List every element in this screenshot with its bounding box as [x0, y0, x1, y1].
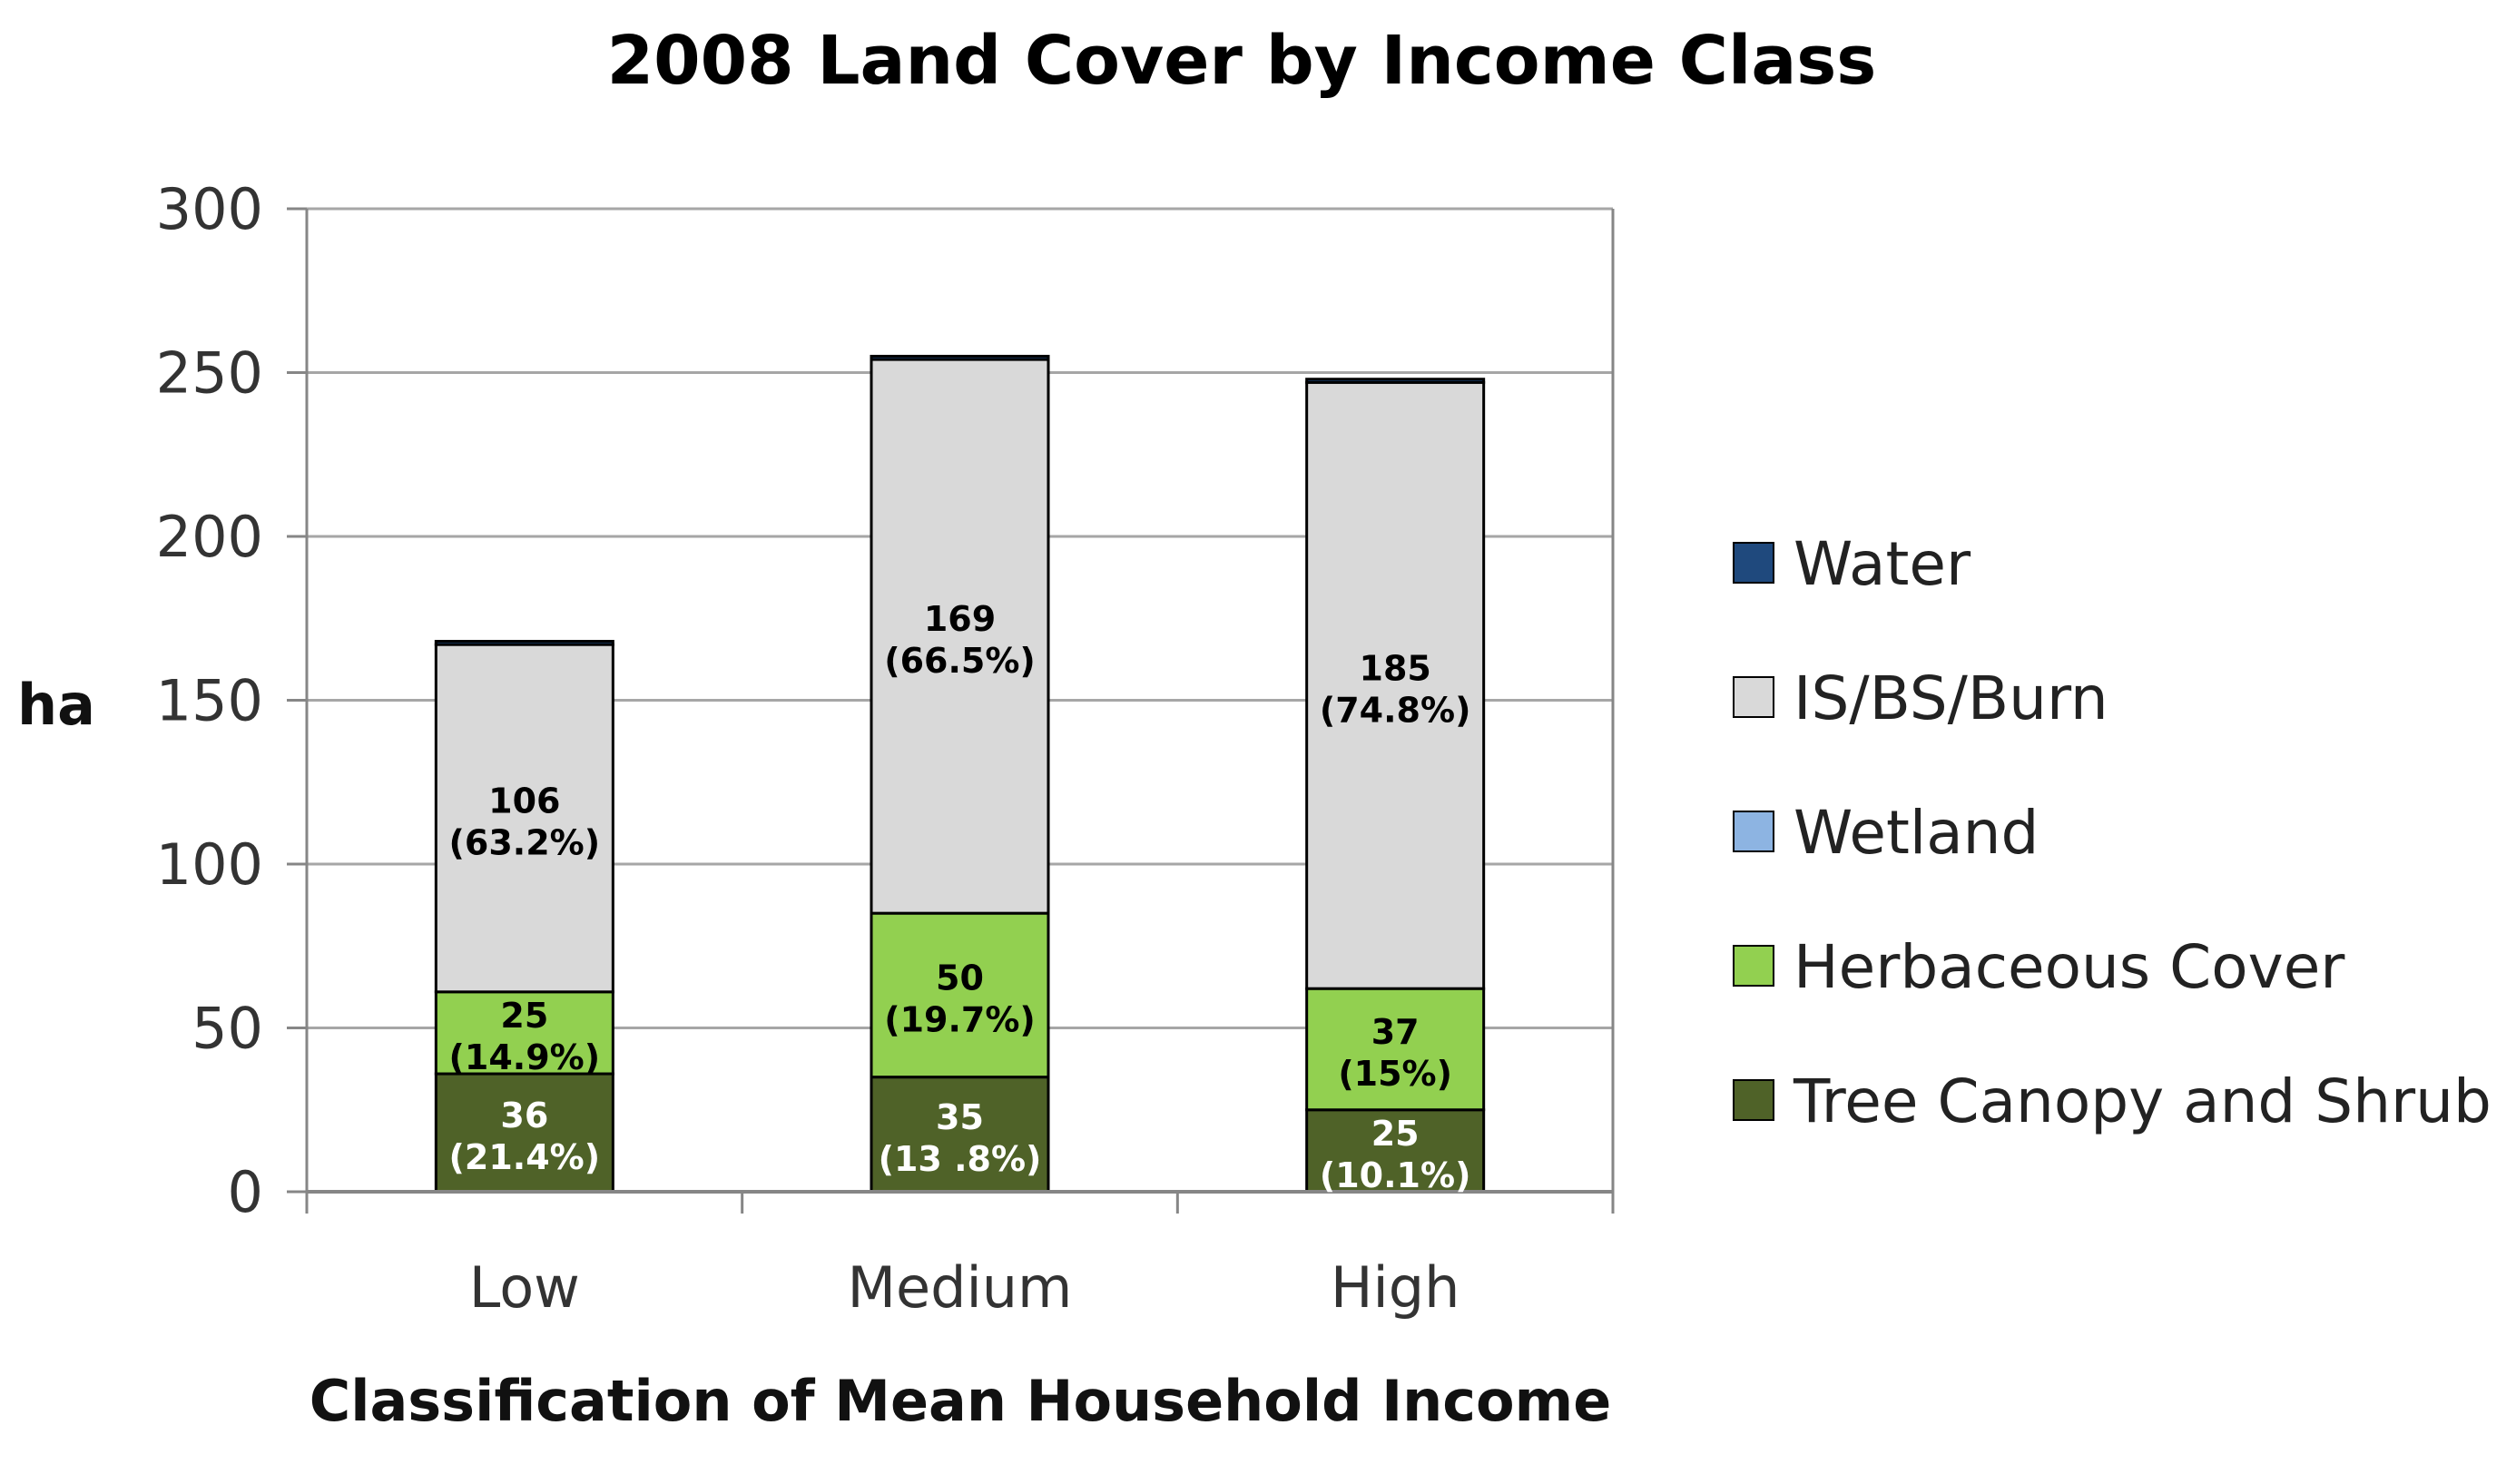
- segment-value-label: 37: [1371, 1012, 1420, 1052]
- legend-swatch: [1733, 542, 1774, 584]
- segment-percent-label: (19.7%): [884, 999, 1036, 1039]
- segment-value-label: 50: [936, 958, 984, 998]
- y-axis-title: ha: [17, 672, 95, 738]
- segment-percent-label: (13 .8%): [879, 1139, 1042, 1179]
- segment-value-label: 185: [1360, 648, 1431, 688]
- segment-value-label: 169: [924, 599, 996, 639]
- segment-value-label: 25: [500, 996, 548, 1036]
- legend-label: IS/BS/Burn: [1794, 663, 2108, 733]
- bar-segment-water: [870, 354, 1050, 361]
- y-tick-label: 150: [156, 668, 263, 734]
- segment-percent-label: (74.8%): [1320, 690, 1471, 730]
- legend-label: Herbaceous Cover: [1794, 932, 2345, 1002]
- bar-segment-herbaceous-cover: [1305, 987, 1486, 1112]
- legend-swatch: [1733, 676, 1774, 718]
- x-tick-label: High: [1331, 1254, 1460, 1321]
- y-tick-label: 250: [156, 340, 263, 407]
- segment-labels: 36(21.4%)25(14.9%)106(63.2%)35(13 .8%)50…: [449, 599, 1471, 1195]
- legend-label: Wetland: [1794, 798, 2039, 868]
- segment-percent-label: (66.5%): [884, 641, 1036, 681]
- bar-segment-herbaceous-cover: [434, 990, 614, 1076]
- bar-segment-is-bs-burn: [870, 358, 1050, 915]
- segment-percent-label: (14.9%): [449, 1037, 601, 1077]
- bars: [434, 354, 1486, 1194]
- x-axis-title: Classification of Mean Household Income: [310, 1368, 1612, 1434]
- legend-label: Tree Canopy and Shrub: [1793, 1066, 2491, 1136]
- segment-percent-label: (21.4%): [449, 1137, 601, 1177]
- legend-swatch: [1733, 945, 1774, 987]
- tick-labels: 0 50 100 150 200 250 300 Low Medium High: [156, 176, 1460, 1321]
- bar-segment-is-bs-burn: [434, 643, 614, 994]
- legend-swatch: [1733, 1079, 1774, 1121]
- axes: [287, 207, 1615, 1214]
- segment-percent-label: (10.1%): [1320, 1155, 1471, 1195]
- segment-percent-label: (15%): [1338, 1054, 1452, 1094]
- segment-value-label: 35: [936, 1097, 984, 1137]
- legend-label: Water: [1794, 529, 1971, 599]
- y-tick-label: 300: [156, 176, 263, 242]
- y-tick-label: 50: [192, 996, 263, 1062]
- chart-title: 2008 Land Cover by Income Class: [607, 22, 1877, 100]
- segment-percent-label: (63.2%): [449, 822, 601, 862]
- segment-value-label: 36: [500, 1096, 548, 1135]
- y-tick-label: 100: [156, 831, 263, 898]
- bar-segment-is-bs-burn: [1305, 380, 1486, 990]
- y-tick-label: 200: [156, 504, 263, 570]
- bar-segment-water: [1305, 378, 1486, 384]
- x-tick-label: Low: [469, 1254, 580, 1321]
- bar-segment-tree-canopy-and-shrub: [1305, 1108, 1486, 1194]
- legend: Water IS/BS/Burn Wetland Herbaceous Cover Tr…: [1733, 529, 2491, 1136]
- x-tick-label: Medium: [848, 1254, 1073, 1321]
- segment-value-label: 106: [488, 781, 560, 821]
- segment-value-label: 25: [1371, 1114, 1420, 1154]
- y-tick-label: 0: [228, 1159, 263, 1225]
- legend-swatch: [1733, 811, 1774, 852]
- bar-segment-water: [434, 640, 614, 646]
